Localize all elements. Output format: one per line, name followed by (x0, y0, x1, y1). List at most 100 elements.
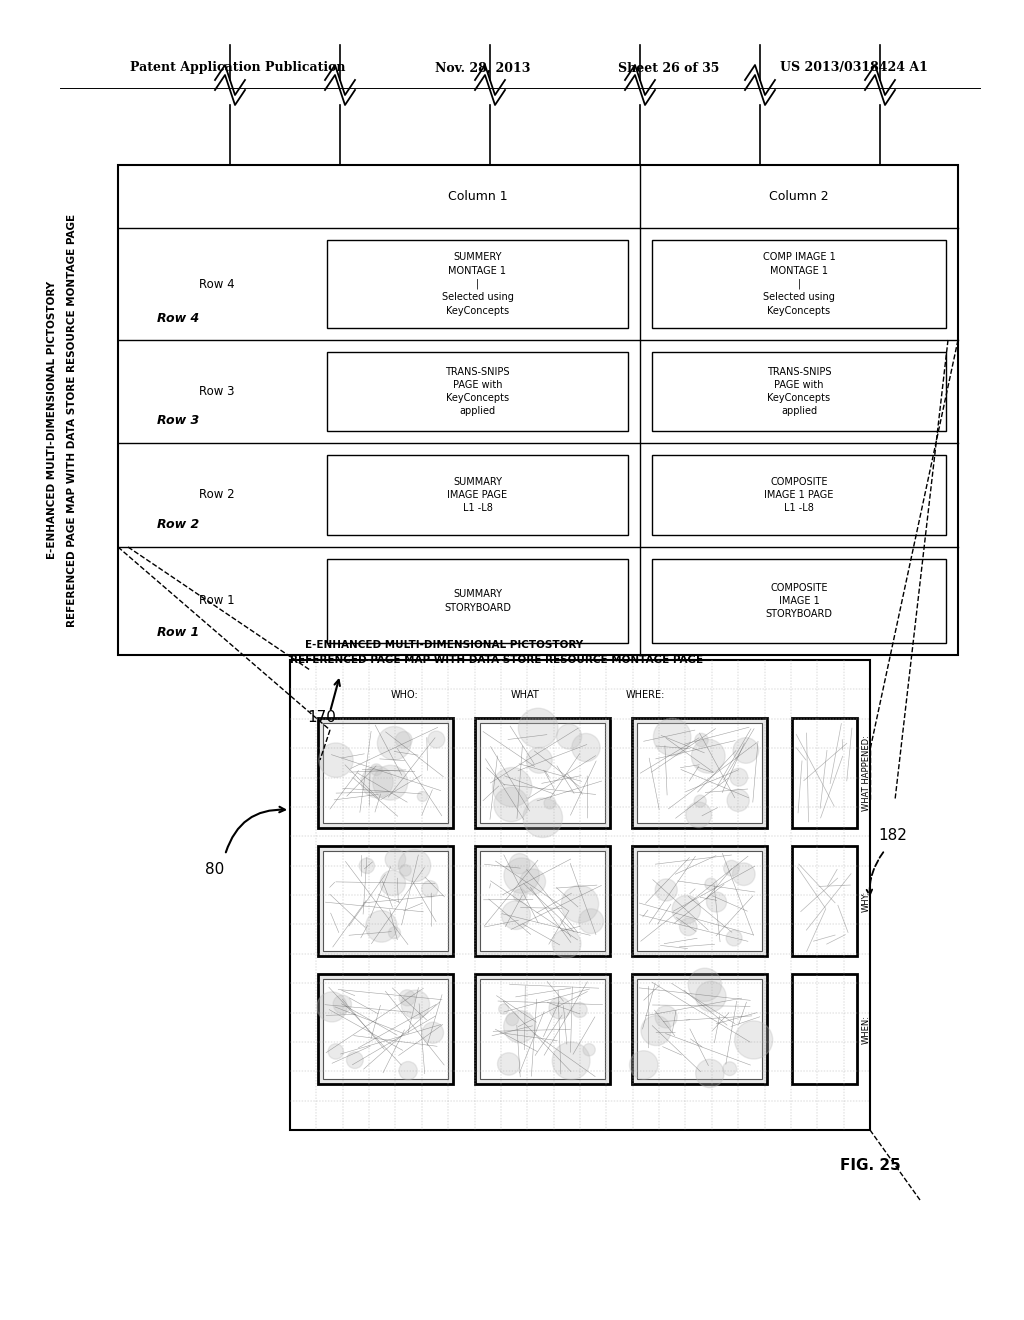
Circle shape (493, 767, 531, 807)
Circle shape (333, 995, 351, 1014)
Circle shape (723, 1061, 736, 1076)
Circle shape (732, 863, 755, 886)
Circle shape (504, 1011, 536, 1043)
Circle shape (399, 865, 412, 876)
Circle shape (494, 787, 528, 821)
Text: SUMMARY
STORYBOARD: SUMMARY STORYBOARD (444, 590, 511, 612)
Text: Row 4: Row 4 (157, 312, 199, 325)
Text: Row 4: Row 4 (199, 277, 234, 290)
Text: 80: 80 (206, 862, 224, 878)
Circle shape (385, 849, 406, 870)
Circle shape (733, 738, 759, 763)
Circle shape (373, 766, 408, 800)
Circle shape (401, 990, 430, 1019)
Bar (632, 974, 767, 1084)
Circle shape (418, 791, 428, 801)
Circle shape (399, 1061, 418, 1080)
Circle shape (398, 850, 431, 882)
Circle shape (724, 861, 739, 876)
Circle shape (378, 726, 411, 760)
Circle shape (328, 1044, 343, 1059)
Circle shape (504, 858, 540, 894)
Bar (118, 165, 958, 655)
Circle shape (688, 968, 722, 1002)
Text: SUMMARY
IMAGE PAGE
L1 -L8: SUMMARY IMAGE PAGE L1 -L8 (447, 477, 508, 513)
Circle shape (395, 731, 413, 748)
Circle shape (380, 870, 406, 896)
Bar (323, 851, 449, 950)
Bar (637, 851, 762, 950)
Bar (327, 455, 628, 535)
Text: WHO:: WHO: (391, 690, 419, 700)
Circle shape (734, 1020, 773, 1059)
Circle shape (422, 880, 438, 898)
Bar (318, 974, 453, 1084)
Circle shape (552, 1041, 590, 1080)
Circle shape (549, 997, 570, 1019)
Circle shape (655, 1006, 677, 1028)
Text: Row 3: Row 3 (199, 385, 234, 399)
Text: E-ENHANCED MULTI-DIMENSIONAL PICTOSTORY: E-ENHANCED MULTI-DIMENSIONAL PICTOSTORY (305, 640, 583, 649)
Circle shape (359, 858, 375, 874)
Bar (652, 352, 946, 432)
Circle shape (686, 803, 712, 828)
Text: COMPOSITE
IMAGE 1 PAGE
L1 -L8: COMPOSITE IMAGE 1 PAGE L1 -L8 (764, 477, 834, 513)
Circle shape (506, 1014, 518, 1026)
Bar (318, 718, 453, 828)
Text: WHY:: WHY: (862, 891, 871, 912)
Text: WHAT HAPPENED:: WHAT HAPPENED: (862, 735, 871, 810)
Circle shape (705, 878, 717, 890)
Text: Row 1: Row 1 (157, 627, 199, 639)
Bar (637, 723, 762, 822)
Circle shape (653, 718, 691, 756)
Circle shape (502, 900, 530, 929)
Bar (480, 979, 605, 1078)
Circle shape (510, 854, 529, 874)
Text: REFERENCED PAGE MAP WITH DATA STORE RESOURCE MONTAGE PAGE: REFERENCED PAGE MAP WITH DATA STORE RESO… (67, 214, 77, 627)
Bar (632, 718, 767, 828)
Text: Row 1: Row 1 (199, 594, 234, 607)
Circle shape (730, 768, 748, 787)
Circle shape (572, 1003, 587, 1018)
Bar (480, 723, 605, 822)
Bar (475, 846, 610, 956)
Bar (652, 455, 946, 535)
Circle shape (727, 789, 750, 812)
Circle shape (346, 1052, 364, 1068)
Circle shape (399, 990, 416, 1006)
Circle shape (361, 766, 393, 797)
Circle shape (641, 1015, 671, 1045)
Circle shape (672, 895, 700, 924)
Circle shape (499, 1005, 509, 1014)
Bar (323, 723, 449, 822)
Bar (792, 974, 857, 1084)
Circle shape (583, 1044, 595, 1056)
Text: WHAT: WHAT (511, 690, 540, 700)
Bar (792, 846, 857, 956)
Circle shape (561, 886, 599, 923)
Bar (327, 558, 628, 643)
Text: Row 2: Row 2 (157, 519, 199, 532)
Circle shape (695, 981, 726, 1011)
Text: COMP IMAGE 1
MONTAGE 1
|
Selected using
KeyConcepts: COMP IMAGE 1 MONTAGE 1 | Selected using … (763, 252, 836, 315)
Bar (475, 974, 610, 1084)
Circle shape (579, 908, 603, 933)
Text: Patent Application Publication: Patent Application Publication (130, 62, 345, 74)
Text: SUMMERY
MONTAGE 1
|
Selected using
KeyConcepts: SUMMERY MONTAGE 1 | Selected using KeyCo… (441, 252, 513, 315)
Bar (327, 352, 628, 432)
Circle shape (694, 795, 707, 808)
Text: US 2013/0318424 A1: US 2013/0318424 A1 (780, 62, 928, 74)
Circle shape (571, 734, 600, 762)
Text: TRANS-SNIPS
PAGE with
KeyConcepts
applied: TRANS-SNIPS PAGE with KeyConcepts applie… (445, 367, 510, 416)
Bar (327, 240, 628, 327)
Circle shape (691, 739, 725, 774)
Circle shape (680, 917, 697, 936)
Text: COMPOSITE
IMAGE 1
STORYBOARD: COMPOSITE IMAGE 1 STORYBOARD (766, 583, 833, 619)
Circle shape (726, 931, 742, 946)
Bar (475, 718, 610, 828)
Circle shape (655, 879, 677, 902)
Bar (480, 851, 605, 950)
Circle shape (557, 725, 582, 750)
Circle shape (526, 747, 552, 774)
Circle shape (371, 764, 382, 776)
